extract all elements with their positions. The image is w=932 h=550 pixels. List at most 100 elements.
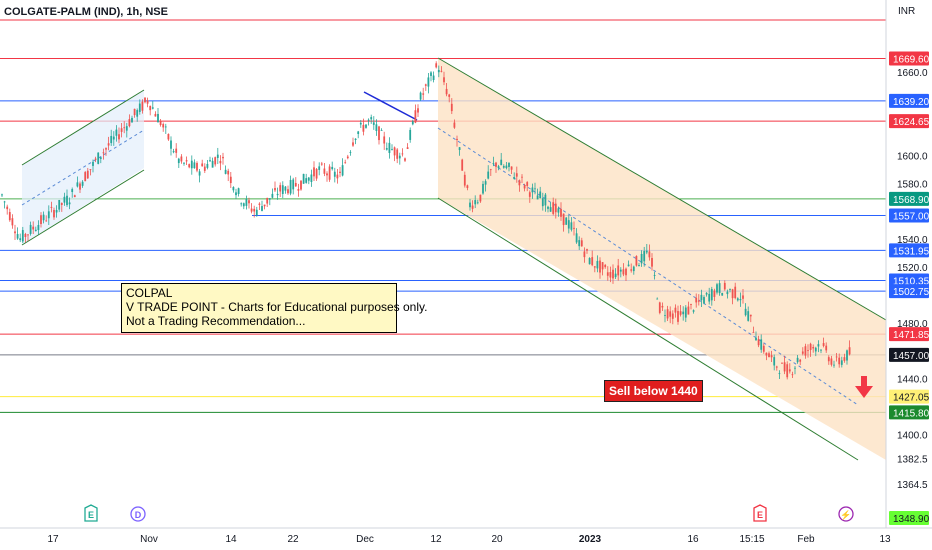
candle-body (214, 157, 217, 165)
candle-body (791, 374, 794, 376)
candle-body (419, 92, 422, 100)
candle-body (323, 168, 326, 174)
candle-body (562, 213, 565, 226)
candle-body (651, 257, 653, 267)
candle-body (817, 344, 820, 347)
x-tick-label: Dec (356, 534, 374, 545)
candle-body (196, 162, 198, 171)
candle-body (757, 339, 760, 346)
candle-body (388, 142, 391, 153)
candle-body (513, 177, 516, 179)
candle-body (557, 208, 560, 213)
candle-body (365, 124, 367, 128)
price-tag (889, 347, 929, 362)
candle-body (37, 224, 40, 231)
blue-trendline (363, 91, 418, 121)
candle-body (66, 195, 68, 206)
candle-body (211, 160, 214, 168)
candle-body (14, 231, 16, 234)
candle-body (502, 165, 505, 168)
candle-body (515, 173, 518, 177)
ascending-channel-fill (22, 90, 144, 245)
candle-body (177, 158, 180, 164)
candle-body (97, 152, 100, 164)
candle-body (541, 198, 544, 207)
candle-body (682, 311, 685, 315)
candle-body (544, 194, 547, 206)
x-tick-label: Nov (140, 534, 158, 545)
candle-body (42, 214, 45, 221)
price-tag (889, 273, 929, 288)
event-shape (838, 506, 854, 522)
candle-body (669, 311, 672, 317)
candle-body (445, 88, 448, 95)
candle-body (297, 189, 300, 191)
candle-body (219, 160, 222, 164)
candle-body (55, 210, 58, 213)
candle-body (497, 166, 500, 168)
candles (1, 61, 851, 380)
candle-body (188, 164, 191, 168)
price-tag (889, 114, 929, 129)
candle-body (596, 260, 599, 269)
candle-body (760, 339, 763, 350)
candle-body (242, 203, 245, 207)
price-axis[interactable]: 1660.0 1600.0 1580.0 1540.0 1520.0 1480.0 1440… (885, 0, 930, 528)
candle-body (47, 211, 50, 219)
candle-body (645, 250, 648, 253)
candle-body (799, 359, 802, 362)
candle-body (848, 347, 851, 355)
candle-body (476, 202, 479, 204)
time-axis[interactable]: 17 Nov 14 22 Dec 12 20 2023 16 15:15 Feb 13 (0, 527, 932, 545)
candle-body (703, 297, 705, 304)
candle-body (209, 160, 211, 162)
candle-body (276, 193, 279, 196)
candle-body (424, 84, 427, 86)
candle-body (11, 218, 14, 226)
candle-body (583, 251, 586, 258)
candle-body (352, 142, 354, 146)
candle-body (3, 201, 6, 203)
candle-body (261, 206, 263, 211)
candle-body (19, 238, 22, 241)
descending-channel-bottom (437, 197, 859, 461)
candle-body (229, 176, 232, 184)
price-tag-label: 1639.20 (893, 97, 930, 108)
candle-body (367, 119, 370, 121)
candle-body (456, 138, 458, 141)
candle-body (128, 119, 131, 127)
y-tick-label: 1540.0 (897, 235, 928, 246)
candle-body (84, 172, 87, 182)
candle-body (721, 292, 724, 296)
candle-body (575, 233, 578, 243)
candle-body (336, 174, 339, 179)
event-letter: ⚡ (840, 509, 851, 521)
candle-body (695, 297, 698, 303)
candle-body (385, 148, 388, 150)
price-tag-label: 1415.80 (893, 408, 930, 419)
candle-body (489, 169, 492, 171)
event-badges[interactable]: E D E ⚡ (84, 504, 854, 522)
candle-body (203, 166, 206, 171)
candle-body (318, 166, 321, 170)
candle-body (144, 97, 146, 103)
candle-body (731, 289, 734, 299)
sell-label[interactable]: Sell below 1440 (604, 380, 703, 402)
event-letter: D (135, 510, 142, 520)
candle-body (739, 298, 742, 301)
candle-body (112, 136, 115, 140)
candle-body (110, 135, 113, 144)
note-box[interactable]: COLPAL V TRADE POINT - Charts for Educat… (121, 283, 427, 333)
candle-body (643, 251, 646, 262)
candle-body (60, 202, 63, 205)
candle-body (157, 113, 159, 123)
candle-body (58, 199, 61, 210)
candle-body (830, 358, 833, 365)
candle-body (539, 191, 542, 199)
price-tag-label: 1624.65 (893, 117, 930, 128)
candle-body (99, 157, 102, 159)
candle-body (500, 159, 503, 166)
candle-body (315, 168, 318, 179)
candle-body (300, 180, 302, 190)
